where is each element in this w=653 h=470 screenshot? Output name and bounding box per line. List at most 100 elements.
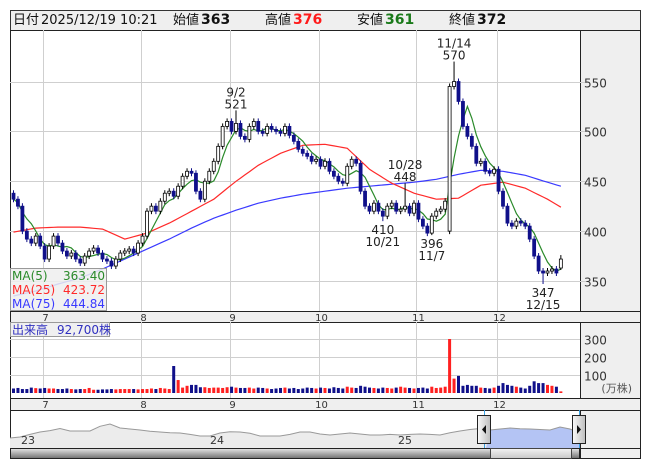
candle-down [474, 145, 479, 164]
candle-down [318, 158, 323, 167]
candle-up [69, 252, 74, 257]
volume-bar [12, 388, 15, 393]
candle-up [180, 175, 185, 187]
scrollbar-thumb[interactable] [490, 448, 572, 459]
candle-up [122, 250, 127, 254]
volume-bar [243, 387, 247, 393]
volume-bar [38, 388, 42, 393]
volume-bar [479, 387, 483, 393]
candle-down [380, 210, 385, 217]
volume-bar [439, 387, 443, 393]
candle-down [523, 222, 528, 227]
candle-up [452, 81, 456, 87]
volume-bar [301, 388, 305, 393]
volume-bar [474, 385, 478, 393]
candle-up [438, 208, 443, 212]
candle-down [532, 238, 537, 257]
candle-down [300, 148, 305, 154]
candle-up [82, 255, 87, 264]
ma25-value: 423.72 [63, 283, 105, 297]
volume-bar [305, 387, 309, 393]
candle-up [225, 121, 230, 127]
candle-down [505, 205, 510, 224]
volume-bar [265, 388, 269, 393]
candle-up [113, 258, 118, 267]
ma5-label: MA(5) [12, 269, 48, 283]
volume-bar [550, 385, 554, 393]
navigator-scrollbar[interactable] [10, 448, 580, 459]
year-label: 24 [210, 434, 224, 447]
candle-up [136, 242, 141, 254]
volume-bar [443, 386, 447, 393]
chart-frame [10, 30, 641, 459]
volume-bar [212, 387, 216, 393]
volume-bar [136, 389, 140, 393]
volume-bar [279, 387, 282, 393]
annotation-date: 9/2 [226, 85, 245, 99]
volume-bar [270, 389, 274, 393]
volume-bar [537, 383, 541, 393]
volume-bar [234, 387, 238, 393]
volume-bar [381, 387, 385, 393]
month-label: 9 [229, 400, 235, 411]
volume-bar [461, 385, 465, 393]
volume-bar [78, 389, 82, 393]
candle-up [220, 125, 225, 147]
volume-bar [274, 388, 278, 393]
volume-bar [327, 388, 331, 393]
volume-bar [514, 386, 518, 393]
volume-bar [167, 389, 171, 393]
navigator-side-panel [580, 410, 640, 458]
volume-bar [292, 387, 296, 393]
volume-bar [296, 389, 300, 393]
volume-bar [390, 388, 394, 393]
candle-up [429, 215, 434, 234]
volume-bar [501, 383, 505, 393]
volume-bar [230, 386, 234, 393]
annotation-date: 11/14 [437, 37, 472, 51]
candle-down [194, 172, 198, 192]
volume-bar [354, 387, 358, 393]
candle-up [349, 158, 354, 167]
candle-down [73, 252, 78, 260]
candle-up [176, 185, 181, 197]
volume-bar [505, 384, 509, 393]
candle-up [202, 180, 207, 200]
candle-up [127, 248, 132, 252]
volume-bar [403, 387, 407, 393]
candle-down [456, 81, 461, 102]
candle-down [554, 268, 559, 274]
candle-down [309, 155, 314, 162]
candle-down [501, 190, 505, 207]
volume-bar [185, 385, 189, 393]
open-label: 始値 [173, 13, 200, 28]
volume-bar [92, 389, 96, 393]
candle-up [47, 245, 51, 260]
volume-bar [96, 389, 100, 393]
price-axis-panel [580, 30, 640, 311]
volume-bar [47, 388, 51, 393]
volume-bar [149, 388, 153, 393]
month-label: 7 [42, 400, 48, 411]
volume-bar [261, 387, 265, 393]
volume-bar [154, 389, 158, 393]
volume-tick-label: 200 [584, 352, 607, 366]
volume-bar [181, 387, 185, 393]
volume-unit: (万株) [601, 381, 632, 395]
candle-down [16, 198, 20, 207]
candle-down [105, 258, 109, 262]
month-label: 12 [493, 400, 506, 411]
volume-bar [163, 388, 167, 393]
candle-down [327, 160, 332, 172]
candle-down [38, 235, 43, 247]
volume-axis-panel [580, 322, 640, 398]
ma5-value: 363.40 [63, 269, 105, 283]
candle-down [469, 135, 474, 147]
close-value: 372 [477, 12, 507, 28]
volume-bar [345, 386, 349, 393]
volume-bar [194, 384, 198, 393]
candle-up [234, 122, 238, 132]
candle-up [345, 165, 350, 184]
volume-bar [363, 386, 367, 393]
